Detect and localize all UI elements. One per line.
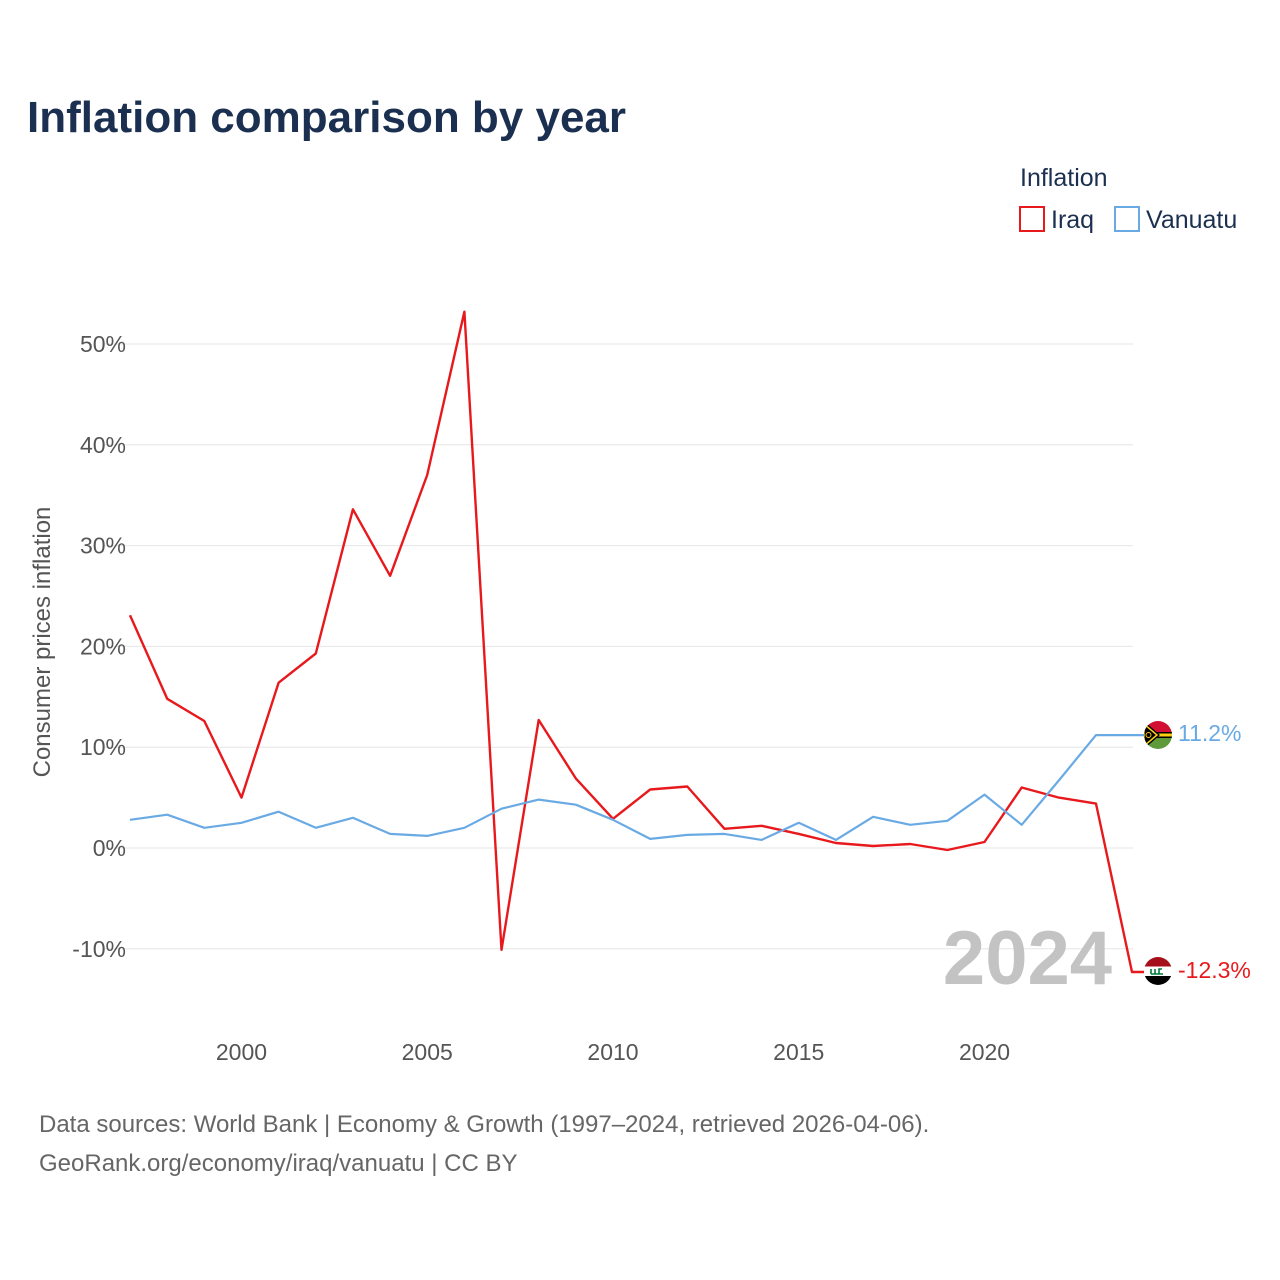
series-line-vanuatu (129, 733, 1144, 842)
series-line-iraq (128, 310, 1144, 974)
legend-swatch-iraq[interactable] (1019, 206, 1045, 232)
x-tick-label: 2010 (587, 1039, 638, 1065)
y-tick-label: 10% (80, 734, 126, 760)
y-tick-label: 40% (80, 432, 126, 458)
y-axis-label: Consumer prices inflation (29, 507, 56, 778)
y-tick-label: -10% (72, 936, 126, 962)
legend-label-iraq[interactable]: Iraq (1051, 206, 1094, 234)
source-line-1: Data sources: World Bank | Economy & Gro… (39, 1111, 929, 1138)
series-lines (128, 310, 1144, 974)
year-watermark: 2024 (943, 916, 1112, 1001)
legend: Inflation Iraq Vanuatu (1019, 164, 1237, 234)
legend-title: Inflation (1020, 164, 1108, 192)
iraq-flag-icon (1144, 957, 1172, 985)
y-tick-label: 0% (93, 835, 126, 861)
y-tick-label: 20% (80, 633, 126, 659)
legend-label-vanuatu[interactable]: Vanuatu (1146, 206, 1237, 234)
x-tick-label: 2000 (216, 1039, 267, 1065)
y-tick-label: 50% (80, 331, 126, 357)
x-tick-label: 2020 (959, 1039, 1010, 1065)
vanuatu-end-value: 11.2% (1178, 720, 1242, 746)
x-tick-label: 2015 (773, 1039, 824, 1065)
y-tick-label: 30% (80, 533, 126, 559)
x-axis-ticks: 2000 2005 2010 2015 2020 (216, 1039, 1010, 1065)
y-axis-ticks: -10% 0% 10% 20% 30% 40% 50% (72, 331, 126, 962)
gridlines (103, 343, 1133, 950)
iraq-end-value: -12.3% (1178, 957, 1251, 983)
chart-title: Inflation comparison by year (27, 93, 626, 142)
source-line-2: GeoRank.org/economy/iraq/vanuatu | CC BY (39, 1150, 517, 1177)
x-tick-label: 2005 (402, 1039, 453, 1065)
legend-swatch-vanuatu[interactable] (1114, 206, 1140, 232)
vanuatu-flag-icon (1144, 721, 1172, 749)
